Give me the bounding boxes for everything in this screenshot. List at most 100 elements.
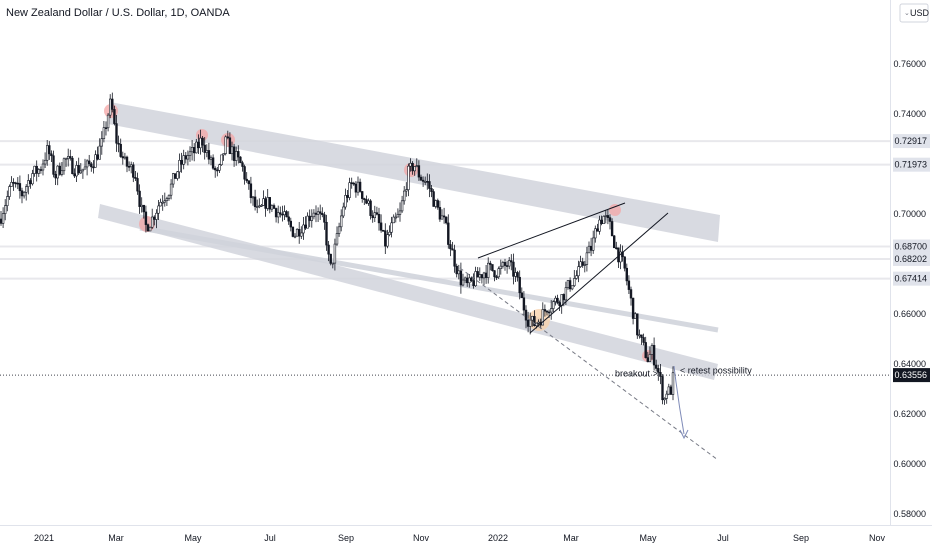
time-tick-label: Mar: [563, 533, 579, 543]
candle-body: [258, 205, 261, 208]
candle-body: [14, 182, 17, 185]
candle-body: [283, 211, 286, 215]
candle-body: [132, 164, 135, 178]
candle-body: [174, 173, 177, 179]
candle-body: [654, 364, 658, 369]
candle-body: [545, 310, 549, 313]
candle-body: [377, 213, 381, 224]
candle-body: [0, 218, 3, 224]
candle-body: [501, 262, 505, 267]
candle-body: [323, 214, 326, 223]
level-price-tag: [893, 251, 930, 266]
candle-body: [627, 280, 631, 290]
candle-body: [440, 215, 444, 220]
candle-body: [428, 181, 431, 189]
candle-body: [262, 198, 265, 206]
mid-channel-line[interactable]: [139, 225, 719, 333]
candle-body: [650, 345, 654, 355]
time-axis[interactable]: 2021 Mar May Jul Sep Nov 2022 Mar May Jul Sep Nov: [34, 533, 886, 543]
candle-body: [524, 309, 528, 321]
currency-selector[interactable]: ⌄ USD: [899, 3, 930, 23]
candle-body: [138, 190, 141, 207]
drawings: [459, 202, 719, 461]
candle-body: [289, 220, 292, 228]
candle-body: [657, 368, 660, 373]
candle-body: [480, 274, 484, 279]
candle-body: [253, 196, 257, 208]
candle-body: [216, 169, 219, 172]
candle-body: [493, 270, 496, 278]
time-tick-label: Mar: [108, 533, 124, 543]
candle-body: [453, 249, 456, 267]
candle-body: [442, 215, 446, 218]
candle-body: [130, 164, 133, 168]
candle-body: [123, 156, 127, 159]
candle-body: [310, 216, 313, 221]
price-tick-label: 0.66000: [893, 309, 926, 319]
candle-body: [52, 155, 55, 175]
projection-dashed-line[interactable]: [459, 267, 719, 461]
candle-body: [94, 154, 97, 168]
candle-body: [390, 222, 393, 233]
candle-body: [579, 261, 582, 267]
candle-body: [69, 156, 72, 159]
candle-body: [356, 181, 360, 193]
annotations: breakout > < retest possibility: [615, 365, 752, 378]
candle-body: [652, 345, 656, 366]
candle-body: [316, 211, 320, 215]
candle-body: [363, 198, 366, 200]
candle-body: [266, 197, 269, 209]
candle-body: [163, 200, 166, 203]
candle-body: [335, 233, 339, 245]
candle-body: [203, 144, 206, 153]
candle-body: [600, 219, 603, 224]
wedge-upper-line[interactable]: [477, 202, 626, 259]
candle-body: [587, 245, 591, 254]
candle-body: [394, 216, 397, 219]
candle-body: [274, 208, 278, 218]
candle-body: [384, 230, 387, 247]
candle-body: [148, 226, 152, 232]
price-axis[interactable]: 0.76000 0.74000 0.70000 0.66000 0.64000 0.620…: [893, 59, 926, 519]
candle-body: [297, 228, 301, 237]
candle-body: [339, 215, 343, 228]
candle-body: [617, 247, 620, 263]
candle-body: [77, 165, 80, 174]
candle-body: [486, 262, 490, 278]
candle-body: [159, 201, 162, 207]
candle-body: [151, 216, 154, 228]
candle-body: [436, 200, 439, 208]
candle-body: [413, 166, 416, 172]
time-tick-label: Nov: [869, 533, 886, 543]
lower-channel-band[interactable]: [98, 204, 718, 380]
candle-body: [528, 319, 532, 327]
candle-body: [161, 201, 164, 204]
time-tick-label: Nov: [413, 533, 430, 543]
candle-body: [348, 182, 351, 198]
candle-body: [67, 156, 70, 160]
candle-body: [619, 251, 622, 263]
candle-body: [43, 159, 47, 165]
candle-body: [610, 221, 614, 237]
candle-body: [665, 393, 668, 399]
candle-body: [484, 272, 488, 278]
candle-body: [604, 215, 608, 217]
candle-body: [606, 215, 610, 218]
time-tick-label: Jul: [264, 533, 276, 543]
candle-body: [39, 169, 43, 171]
candle-body: [18, 183, 22, 192]
candle-body: [232, 146, 236, 161]
candle-body: [444, 216, 448, 224]
candle-body: [337, 226, 341, 234]
candle-body: [12, 181, 15, 184]
time-tick-label: 2022: [488, 533, 508, 543]
candle-body: [62, 158, 66, 172]
high-marker: [609, 204, 621, 216]
candle-body: [598, 219, 601, 232]
candle-body: [73, 173, 76, 177]
candle-body: [575, 275, 578, 279]
wedge-lower-line[interactable]: [529, 212, 669, 334]
candle-body: [60, 170, 64, 175]
